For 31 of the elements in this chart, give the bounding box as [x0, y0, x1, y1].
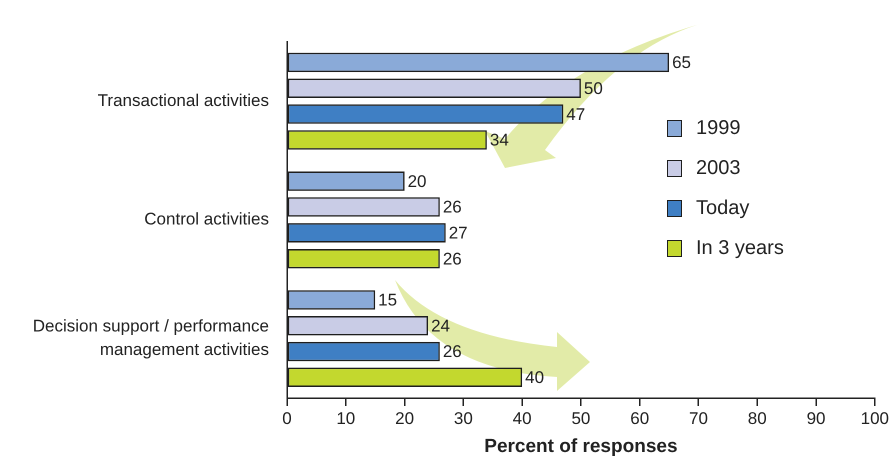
data-label: 26 [442, 249, 462, 268]
x-tick-label: 90 [806, 408, 826, 428]
data-label: 40 [525, 368, 544, 388]
y-tick-label: Control activities [144, 210, 269, 229]
data-label: 27 [448, 224, 468, 242]
x-tick-label: 0 [282, 408, 292, 428]
data-label: 47 [566, 104, 586, 124]
data-label: 26 [442, 342, 462, 362]
x-tick-label: 70 [689, 408, 708, 428]
x-tick-label: 80 [748, 408, 767, 428]
x-tick-label: 10 [336, 408, 356, 428]
x-tick-label: 20 [395, 408, 414, 428]
x-tick-label: 40 [512, 408, 532, 428]
x-tick-label: 50 [571, 408, 590, 428]
x-tick-label: 30 [454, 408, 473, 428]
data-label: 20 [408, 172, 426, 191]
x-tick-label: 100 [860, 408, 890, 428]
data-label: 34 [490, 130, 509, 150]
legend-label: 1999 [696, 116, 740, 140]
legend-label: Today [696, 196, 750, 220]
legend-label: 2003 [696, 156, 740, 180]
data-label: 65 [672, 53, 692, 72]
data-label: 50 [584, 78, 603, 98]
y-tick-label: Transactional activities [98, 90, 269, 110]
legend-label: In 3 years [696, 236, 784, 260]
x-tick-label: 60 [630, 408, 650, 428]
data-label: 24 [431, 316, 450, 336]
data-label: 15 [378, 290, 398, 310]
data-label: 26 [442, 198, 462, 217]
y-tick-label: Decision support / performance management activities [32, 316, 269, 360]
x-axis-title: Percent of responses [484, 436, 678, 457]
